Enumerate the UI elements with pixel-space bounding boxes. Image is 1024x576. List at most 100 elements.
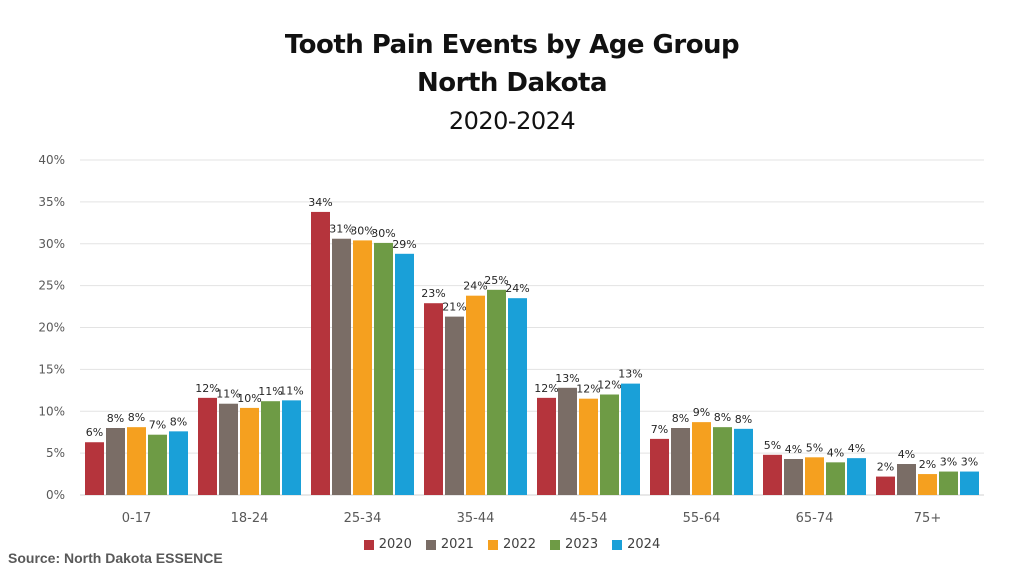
- data-label: 25%: [484, 274, 508, 287]
- bar-55-64-2022: [692, 422, 711, 495]
- data-label: 30%: [371, 227, 395, 240]
- bar-55-64-2020: [650, 438, 669, 495]
- data-label: 23%: [421, 287, 445, 300]
- data-label: 4%: [898, 448, 915, 461]
- bar-35-44-2020: [424, 303, 443, 495]
- data-label: 7%: [651, 423, 668, 436]
- data-label: 8%: [107, 412, 124, 425]
- data-label: 8%: [128, 411, 145, 424]
- data-label: 8%: [714, 411, 731, 424]
- legend-swatch: [550, 539, 561, 550]
- data-label: 4%: [848, 442, 865, 455]
- data-label: 4%: [785, 443, 802, 456]
- data-label: 8%: [735, 413, 752, 426]
- y-tick-label: 15%: [38, 362, 65, 376]
- data-label: 24%: [505, 282, 529, 295]
- bar-75+-2022: [918, 474, 937, 495]
- data-label: 7%: [149, 419, 166, 432]
- bar-75+-2020: [876, 476, 895, 495]
- legend-label: 2022: [502, 537, 537, 552]
- bar-65-74-2024: [847, 458, 866, 495]
- bar-35-44-2024: [508, 298, 527, 495]
- data-label: 12%: [534, 382, 558, 395]
- bar-18-24-2020: [198, 397, 217, 495]
- bar-55-64-2024: [734, 428, 753, 495]
- data-label: 24%: [463, 280, 487, 293]
- data-label: 10%: [237, 392, 261, 405]
- y-tick-label: 10%: [38, 404, 65, 418]
- data-label: 12%: [195, 382, 219, 395]
- data-label: 13%: [618, 368, 642, 381]
- data-label: 2%: [919, 458, 936, 471]
- data-label: 12%: [576, 383, 600, 396]
- data-label: 29%: [392, 238, 416, 251]
- chart-subtitle: 2020-2024: [448, 107, 576, 135]
- y-tick-label: 35%: [38, 195, 65, 209]
- data-label: 8%: [170, 415, 187, 428]
- bar-45-54-2022: [579, 398, 598, 495]
- data-label: 9%: [693, 406, 710, 419]
- legend-label: 2021: [440, 537, 474, 552]
- bar-55-64-2023: [713, 427, 732, 495]
- data-label: 30%: [350, 224, 374, 237]
- data-label: 5%: [806, 441, 823, 454]
- bar-18-24-2021: [219, 403, 238, 495]
- y-tick-label: 5%: [46, 446, 65, 460]
- bar-25-34-2021: [332, 238, 351, 495]
- chart-legend: 2020 2021 2022 2023 2024: [0, 537, 1024, 552]
- bar-0-17-2021: [106, 428, 125, 495]
- data-label: 8%: [672, 412, 689, 425]
- y-tick-label: 20%: [38, 321, 65, 335]
- bar-25-34-2024: [395, 253, 414, 495]
- data-label: 3%: [940, 456, 957, 469]
- bar-65-74-2022: [805, 457, 824, 495]
- bar-25-34-2023: [374, 242, 393, 495]
- bar-0-17-2020: [85, 442, 104, 495]
- x-tick-label: 18-24: [231, 511, 269, 526]
- source-note: Source: North Dakota ESSENCE: [8, 550, 223, 566]
- data-label: 11%: [258, 385, 282, 398]
- chart-title-block: Tooth Pain Events by Age Group North Dak…: [0, 26, 1024, 140]
- bar-18-24-2023: [261, 401, 280, 495]
- legend-label: 2024: [627, 537, 661, 552]
- data-label: 31%: [329, 223, 353, 236]
- bar-25-34-2020: [311, 211, 330, 496]
- bar-75+-2023: [939, 471, 958, 495]
- bar-65-74-2023: [826, 462, 845, 495]
- x-tick-label: 35-44: [457, 511, 495, 526]
- bar-18-24-2022: [240, 407, 259, 495]
- legend-swatch: [425, 539, 436, 550]
- bar-65-74-2021: [784, 458, 803, 495]
- bar-45-54-2023: [600, 394, 619, 495]
- y-tick-label: 30%: [38, 237, 65, 251]
- bar-25-34-2022: [353, 240, 372, 495]
- bar-65-74-2020: [763, 454, 782, 495]
- bar-35-44-2023: [487, 289, 506, 495]
- y-tick-label: 25%: [38, 279, 65, 293]
- data-label: 6%: [86, 426, 103, 439]
- legend-item-2021: 2021: [425, 537, 474, 552]
- chart-title: Tooth Pain Events by Age Group: [284, 30, 740, 60]
- data-label: 12%: [597, 379, 621, 392]
- bar-45-54-2021: [558, 387, 577, 495]
- x-tick-label: 55-64: [683, 511, 721, 526]
- data-label: 5%: [764, 439, 781, 452]
- data-label: 11%: [216, 388, 240, 401]
- bar-45-54-2020: [537, 397, 556, 495]
- legend-swatch: [363, 539, 374, 550]
- bar-75+-2024: [960, 471, 979, 495]
- bar-35-44-2022: [466, 295, 485, 495]
- bar-35-44-2021: [445, 316, 464, 495]
- legend-item-2020: 2020: [363, 537, 412, 552]
- bar-0-17-2022: [127, 427, 146, 495]
- data-label: 11%: [279, 384, 303, 397]
- x-tick-label: 25-34: [344, 511, 382, 526]
- legend-label: 2023: [565, 537, 599, 552]
- bar-75+-2021: [897, 464, 916, 495]
- legend-item-2022: 2022: [487, 537, 537, 552]
- bar-0-17-2024: [169, 431, 188, 495]
- bar-45-54-2024: [621, 383, 640, 495]
- legend-label: 2020: [378, 537, 412, 552]
- y-tick-label: 40%: [38, 153, 65, 167]
